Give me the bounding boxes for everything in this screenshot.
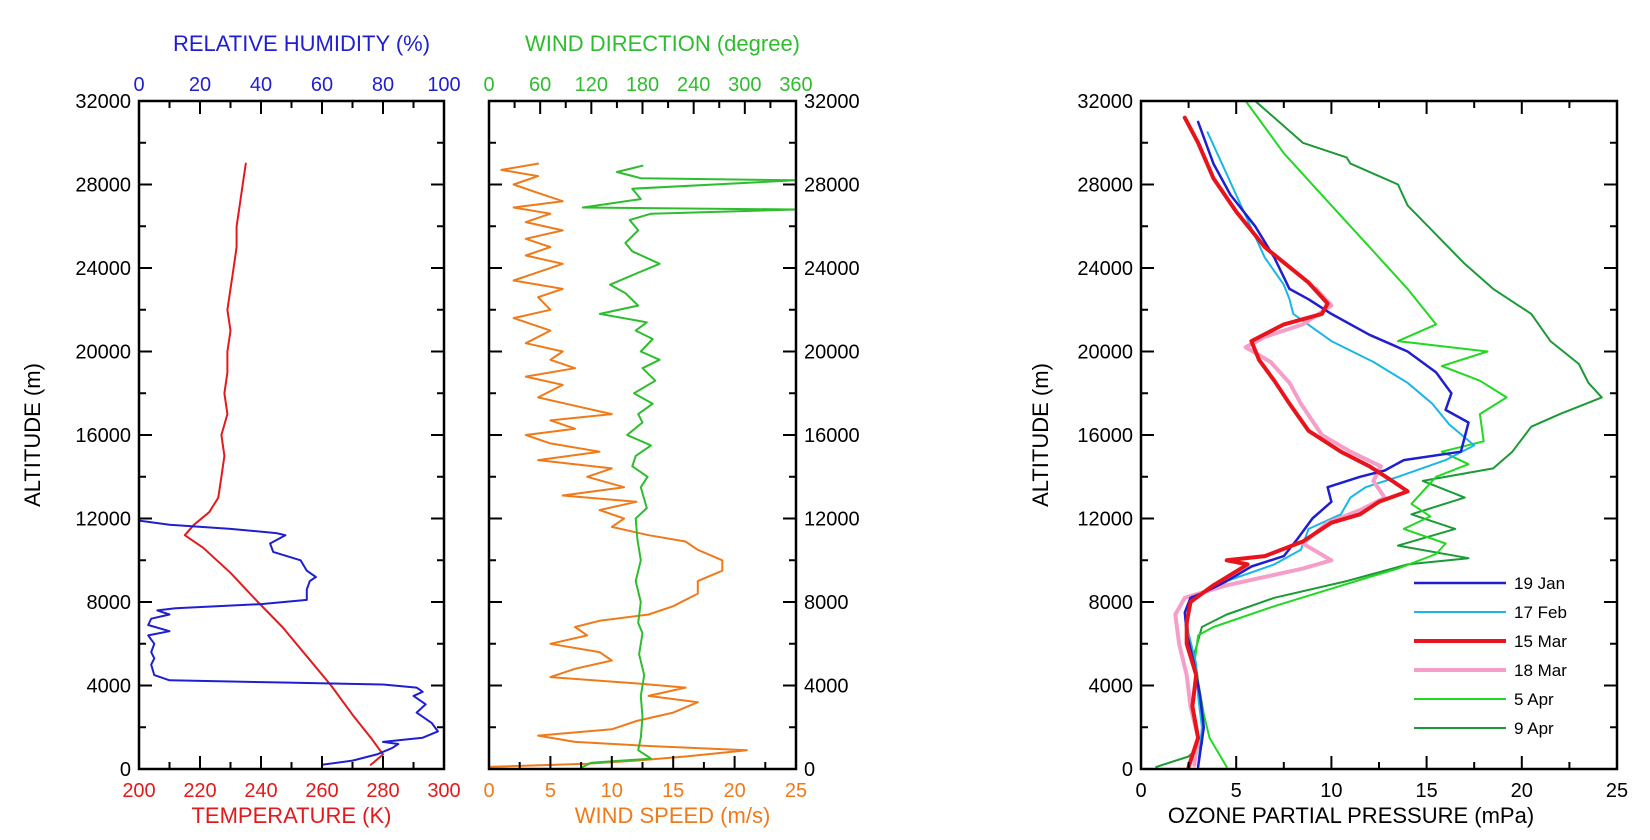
x-tick-label-top: 60 (529, 74, 551, 96)
x-tick-label-top: 40 (250, 74, 272, 96)
y-tick-label: 16000 (804, 425, 860, 447)
series-group (1155, 101, 1603, 769)
y-tick-label: 8000 (87, 592, 132, 614)
x-tick-label-top: 80 (372, 74, 394, 96)
x-tick-label: 0 (483, 780, 494, 802)
thermo-panel: 0 4000 8000 12000 16000 20000 24000 28000 32000 2… (20, 31, 461, 828)
ozone-panel: 0 4000 8000 12000 16000 20000 24000 28000 32000 0… (1028, 91, 1628, 828)
wind-direction-line (581, 164, 796, 768)
y-axis-title: ALTITUDE (m) (20, 363, 45, 507)
x-tick-label: 300 (427, 780, 460, 802)
legend-label: 18 Mar (1514, 661, 1567, 680)
series-group (139, 162, 439, 766)
y-tick-label: 0 (120, 759, 131, 781)
y-tick-label: 16000 (1077, 425, 1133, 447)
x-tick-label: 5 (545, 780, 556, 802)
ozone-line-19-jan (1183, 120, 1470, 769)
legend-label: 9 Apr (1514, 719, 1554, 738)
y-tick-label: 24000 (804, 258, 860, 280)
x-tick-label: 200 (122, 780, 155, 802)
x-tick-label: 220 (183, 780, 216, 802)
humidity-line (139, 225, 439, 766)
y-tick-label: 12000 (804, 509, 860, 531)
y-tick-label: 8000 (1089, 592, 1134, 614)
x-tick-label-top: 60 (311, 74, 333, 96)
x-axis-title: OZONE PARTIAL PRESSURE (mPa) (1168, 803, 1534, 828)
x-tick-label: 20 (723, 780, 745, 802)
y-tick-label: 32000 (75, 91, 131, 113)
temperature-line (183, 162, 384, 766)
y-tick-label: 24000 (75, 258, 131, 280)
legend-label: 19 Jan (1514, 574, 1565, 593)
x-axis-title-top: RELATIVE HUMIDITY (%) (173, 31, 430, 56)
legend: 19 Jan 17 Feb 15 Mar 18 Mar 5 Apr 9 Apr (1414, 574, 1567, 738)
ozone-line-18-mar (1173, 286, 1387, 767)
y-tick-label: 28000 (75, 175, 131, 197)
x-axis-title-top: WIND DIRECTION (degree) (525, 31, 800, 56)
x-tick-label: 260 (305, 780, 338, 802)
x-tick-label: 10 (601, 780, 623, 802)
x-tick-label-top: 20 (189, 74, 211, 96)
wind-speed-line (489, 162, 748, 768)
y-tick-label: 20000 (75, 342, 131, 364)
ozone-line-9-apr (1155, 101, 1603, 768)
y-tick-label: 12000 (1077, 509, 1133, 531)
x-tick-label-top: 180 (626, 74, 659, 96)
y-tick-label: 24000 (1077, 258, 1133, 280)
y-tick-label: 16000 (75, 425, 131, 447)
y-tick-label: 32000 (1077, 91, 1133, 113)
x-tick-label-top: 0 (483, 74, 494, 96)
y-tick-label: 4000 (87, 676, 132, 698)
x-tick-label: 20 (1511, 780, 1533, 802)
y-tick-label: 0 (804, 759, 815, 781)
x-tick-label: 25 (785, 780, 807, 802)
wind-panel: 0 4000 8000 12000 16000 20000 24000 28000 32000 0… (483, 31, 859, 828)
y-tick-label: 28000 (804, 175, 860, 197)
y-tick-label: 4000 (804, 676, 849, 698)
x-tick-label: 0 (1135, 780, 1146, 802)
x-tick-label: 280 (366, 780, 399, 802)
x-tick-label: 240 (244, 780, 277, 802)
legend-label: 5 Apr (1514, 690, 1554, 709)
y-tick-label: 8000 (804, 592, 849, 614)
x-axis-title-bottom: TEMPERATURE (K) (191, 803, 391, 828)
y-tick-label: 32000 (804, 91, 860, 113)
x-tick-label: 25 (1606, 780, 1628, 802)
series-group (489, 162, 796, 768)
y-axis-title: ALTITUDE (m) (1028, 363, 1053, 507)
y-tick-label: 12000 (75, 509, 131, 531)
x-tick-label-top: 0 (133, 74, 144, 96)
x-tick-label-top: 100 (427, 74, 460, 96)
ozone-line-5-apr (1193, 101, 1508, 768)
x-tick-label-top: 240 (677, 74, 710, 96)
y-tick-label: 20000 (804, 342, 860, 364)
y-tick-label: 4000 (1089, 676, 1134, 698)
y-tick-label: 0 (1122, 759, 1133, 781)
y-tick-label: 20000 (1077, 342, 1133, 364)
x-tick-label-top: 360 (779, 74, 812, 96)
x-tick-label: 15 (662, 780, 684, 802)
x-axis-title-bottom: WIND SPEED (m/s) (575, 803, 771, 828)
ozone-line-15-mar (1182, 115, 1410, 769)
legend-label: 15 Mar (1514, 632, 1567, 651)
x-tick-label-top: 120 (575, 74, 608, 96)
x-tick-label: 15 (1415, 780, 1437, 802)
plot-frame (137, 99, 446, 771)
y-tick-label: 28000 (1077, 175, 1133, 197)
legend-label: 17 Feb (1514, 603, 1567, 622)
x-tick-label-top: 300 (728, 74, 761, 96)
x-tick-label: 5 (1231, 780, 1242, 802)
x-tick-label: 10 (1320, 780, 1342, 802)
